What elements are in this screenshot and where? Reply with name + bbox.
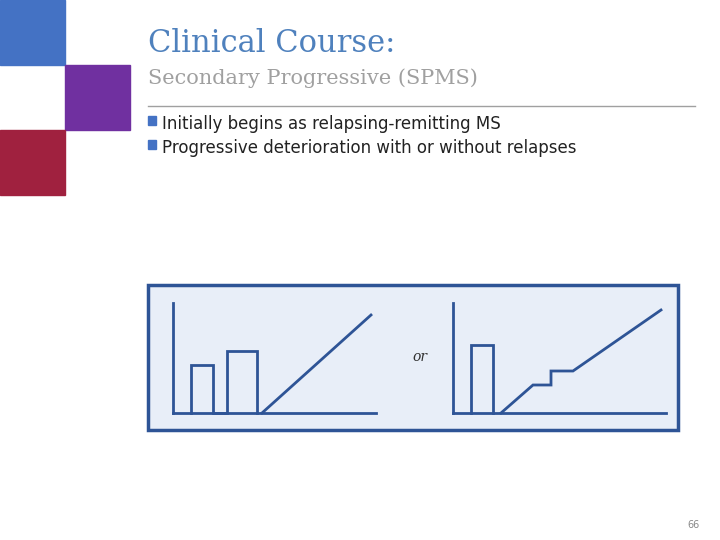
Text: Secondary Progressive (SPMS): Secondary Progressive (SPMS) — [148, 68, 478, 87]
Text: Initially begins as relapsing-remitting MS: Initially begins as relapsing-remitting … — [162, 115, 500, 133]
Bar — [148, 116, 156, 125]
Text: or: or — [413, 350, 428, 364]
Bar — [65, 65, 130, 130]
Text: 66: 66 — [688, 520, 700, 530]
Bar — [0, 130, 65, 195]
Bar — [0, 0, 65, 65]
Text: Clinical Course:: Clinical Course: — [148, 28, 395, 59]
Bar — [148, 140, 156, 149]
Text: Progressive deterioration with or without relapses: Progressive deterioration with or withou… — [162, 139, 577, 157]
Bar — [148, 285, 678, 430]
